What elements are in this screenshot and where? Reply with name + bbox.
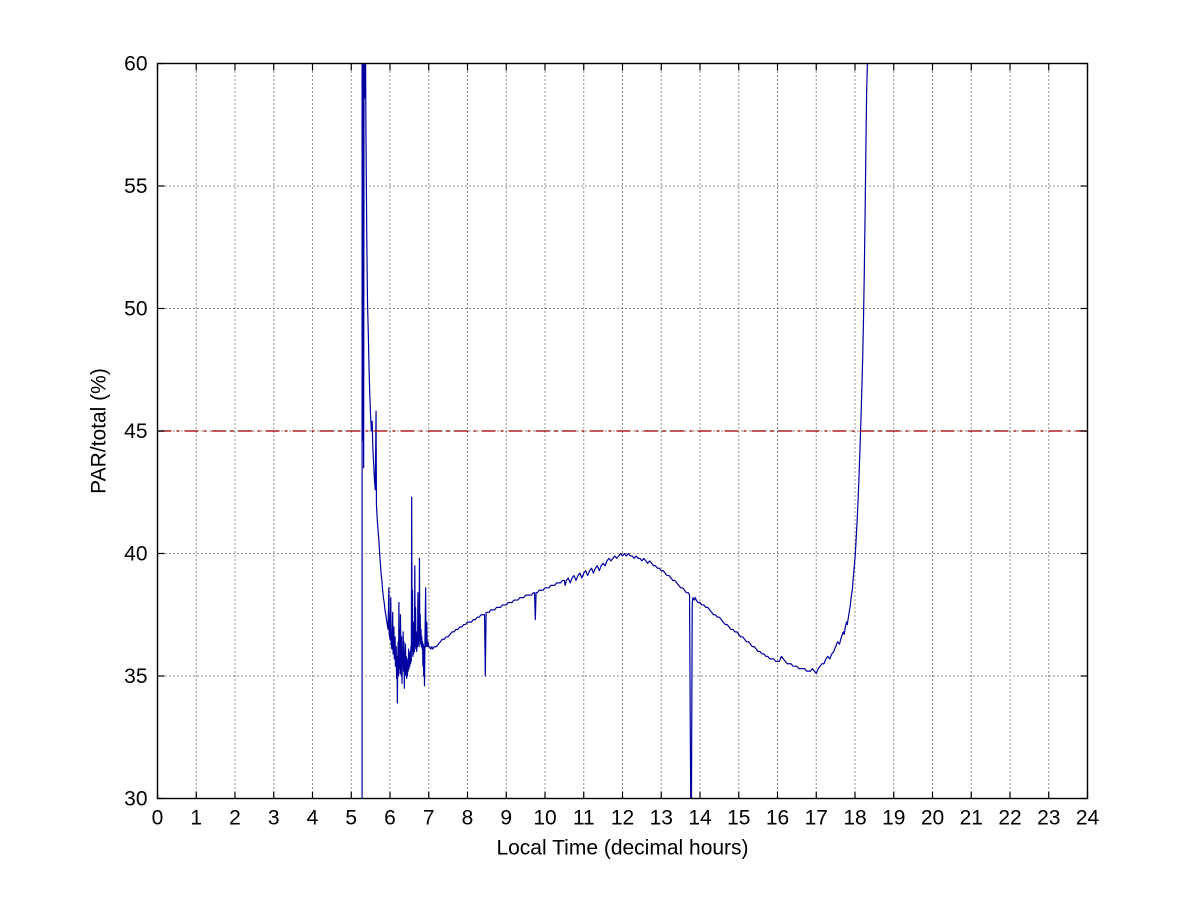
data-series-line (361, 63, 869, 799)
data-series-layer (361, 63, 869, 799)
grid-lines (157, 63, 1088, 799)
x-tick-label: 16 (766, 807, 789, 830)
x-tick-label: 17 (805, 807, 828, 830)
x-tick-label: 4 (307, 807, 319, 830)
x-tick-label: 8 (462, 807, 474, 830)
x-tick-label: 22 (998, 807, 1021, 830)
x-tick-label: 15 (727, 807, 750, 830)
x-tick-label: 21 (960, 807, 983, 830)
x-tick-label: 19 (882, 807, 905, 830)
x-tick-label: 20 (921, 807, 944, 830)
y-tick-label: 55 (124, 175, 147, 198)
x-axis-tick-labels: 0 1 2 3 4 5 6 7 8 9 10 11 12 13 14 15 16 17 18 19 20 21 22 23 24 (152, 807, 1100, 830)
x-tick-label: 7 (423, 807, 435, 830)
y-tick-label: 60 (124, 53, 147, 76)
x-tick-label: 11 (573, 807, 595, 830)
axes-frame (156, 62, 1089, 800)
x-axis-title: Local Time (decimal hours) (496, 837, 748, 860)
x-tick-label: 0 (152, 807, 164, 830)
x-tick-label: 14 (688, 807, 712, 830)
x-tick-label: 9 (500, 807, 512, 830)
x-tick-label: 23 (1037, 807, 1060, 830)
y-tick-label: 40 (124, 543, 147, 566)
y-axis-title: PAR/total (%) (88, 368, 111, 494)
x-tick-label: 3 (268, 807, 280, 830)
y-tick-label: 35 (124, 665, 147, 688)
x-tick-label: 2 (229, 807, 241, 830)
x-tick-label: 12 (611, 807, 634, 830)
y-tick-label: 30 (124, 788, 147, 811)
x-tick-label: 18 (843, 807, 866, 830)
x-tick-label: 1 (190, 807, 202, 830)
y-tick-label: 50 (124, 298, 147, 321)
x-tick-label: 5 (345, 807, 357, 830)
x-tick-label: 13 (650, 807, 673, 830)
axis-ticks (156, 62, 1089, 800)
x-tick-label: 10 (533, 807, 556, 830)
x-tick-label: 24 (1076, 807, 1100, 830)
y-tick-label: 45 (124, 420, 147, 443)
x-tick-label: 6 (384, 807, 396, 830)
y-axis-tick-labels: 30 35 40 45 50 55 60 (124, 53, 147, 811)
